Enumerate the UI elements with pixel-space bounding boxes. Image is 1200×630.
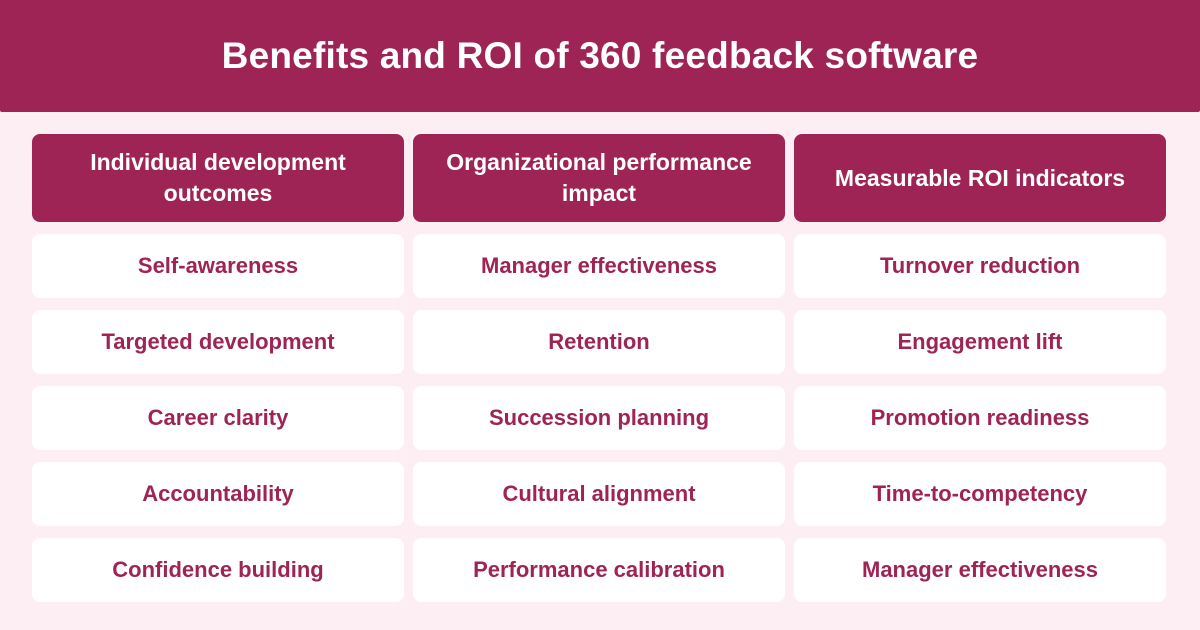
benefit-label: Targeted development <box>101 329 335 354</box>
benefit-cell: Targeted development <box>32 310 404 374</box>
column-header-individual-development: Individual development outcomes <box>32 134 404 222</box>
benefit-label: Turnover reduction <box>879 253 1081 278</box>
benefit-label: Confidence building <box>112 557 324 582</box>
benefits-grid: Individual development outcomes Self-awa… <box>32 134 1168 602</box>
benefit-label: Career clarity <box>147 405 289 430</box>
benefit-label: Self-awareness <box>137 253 299 278</box>
benefit-cell: Time-to-competency <box>794 462 1166 526</box>
benefit-cell: Engagement lift <box>794 310 1166 374</box>
column-header-measurable-roi: Measurable ROI indicators <box>794 134 1166 222</box>
benefit-cell: Succession planning <box>413 386 785 450</box>
benefit-label: Time-to-competency <box>872 481 1088 506</box>
benefit-label: Accountability <box>142 481 294 506</box>
benefit-cell: Self-awareness <box>32 234 404 298</box>
benefit-label: Promotion readiness <box>870 405 1090 430</box>
benefit-label: Retention <box>548 329 650 354</box>
benefit-cell: Confidence building <box>32 538 404 602</box>
column-header-organizational-performance: Organizational performance impact <box>413 134 785 222</box>
benefit-cell: Accountability <box>32 462 404 526</box>
column-header-label: Organizational performance impact <box>446 149 752 206</box>
benefit-cell: Performance calibration <box>413 538 785 602</box>
column-measurable-roi: Measurable ROI indicators Turnover reduc… <box>794 134 1166 602</box>
benefit-label: Cultural alignment <box>502 481 696 506</box>
benefit-cell: Retention <box>413 310 785 374</box>
benefit-cell: Turnover reduction <box>794 234 1166 298</box>
column-individual-development: Individual development outcomes Self-awa… <box>32 134 404 602</box>
column-header-label: Measurable ROI indicators <box>834 164 1126 191</box>
benefit-cell: Manager effectiveness <box>794 538 1166 602</box>
page-title: Benefits and ROI of 360 feedback softwar… <box>221 34 979 76</box>
benefit-label: Manager effectiveness <box>862 557 1098 582</box>
column-organizational-performance: Organizational performance impact Manage… <box>413 134 785 602</box>
benefit-label: Engagement lift <box>897 329 1063 354</box>
benefit-cell: Career clarity <box>32 386 404 450</box>
benefit-label: Succession planning <box>488 405 710 430</box>
benefit-label: Manager effectiveness <box>481 253 717 278</box>
benefit-cell: Manager effectiveness <box>413 234 785 298</box>
benefit-cell: Promotion readiness <box>794 386 1166 450</box>
column-header-label: Individual development outcomes <box>90 149 346 206</box>
benefit-label: Performance calibration <box>473 557 725 582</box>
benefit-cell: Cultural alignment <box>413 462 785 526</box>
title-banner: Benefits and ROI of 360 feedback softwar… <box>0 0 1200 112</box>
